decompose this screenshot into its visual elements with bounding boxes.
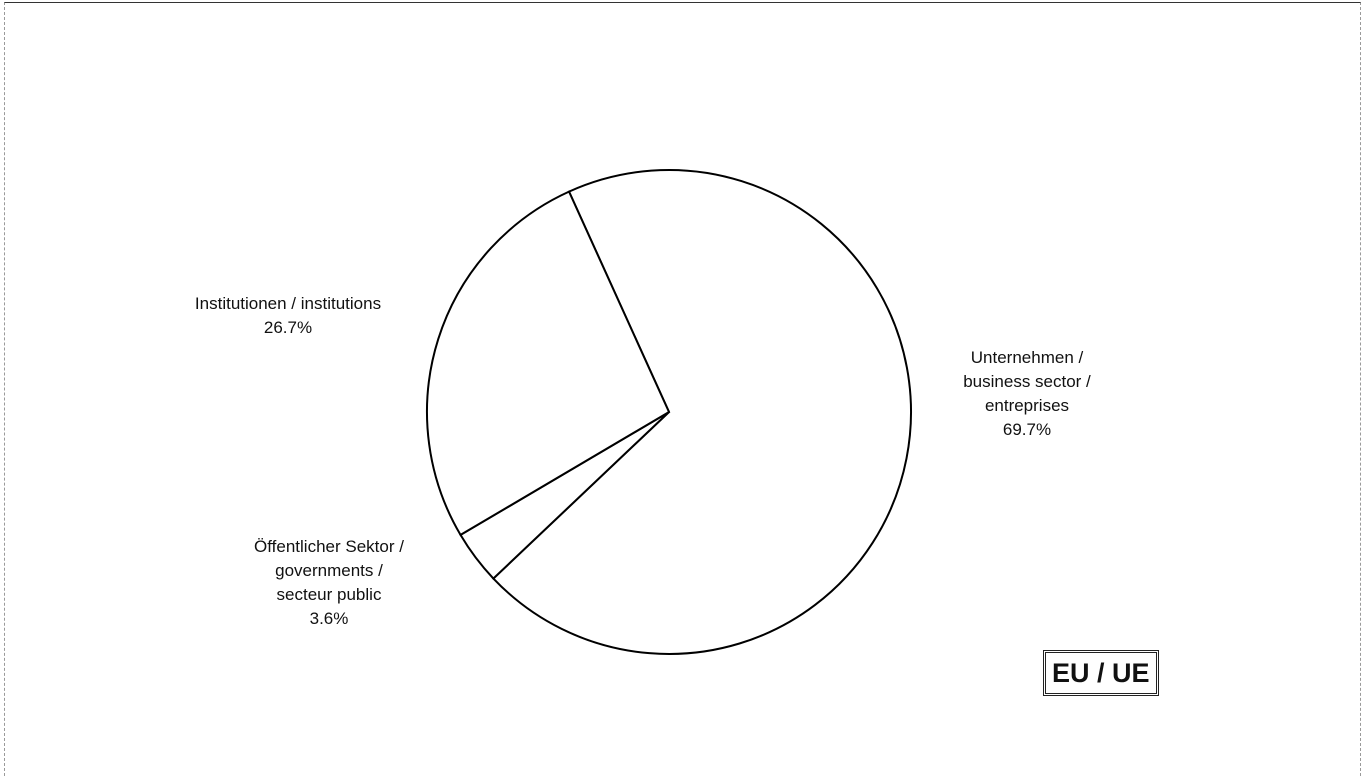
slice-label-public-sector: Öffentlicher Sektor / governments / sect…	[254, 535, 404, 631]
slice-label-business-line-1: Unternehmen /	[970, 348, 1084, 367]
slice-label-institutions: Institutionen / institutions 26.7%	[195, 292, 381, 340]
slice-value-public: 3.6%	[309, 609, 349, 628]
slice-label-business-line-3: entreprises	[984, 396, 1070, 415]
chart-frame	[4, 2, 1361, 776]
slice-label-public-line-2: governments /	[275, 561, 383, 580]
pie-slice-business-sector	[491, 168, 912, 655]
slice-value-business: 69.7%	[1002, 420, 1052, 439]
slice-label-institutions-line-1: Institutionen / institutions	[194, 294, 382, 313]
slice-value-institutions: 26.7%	[263, 318, 313, 337]
slice-label-business-line-2: business sector /	[963, 372, 1091, 391]
slice-label-public-line-3: secteur public	[276, 585, 382, 604]
slice-label-business-sector: Unternehmen / business sector / entrepri…	[963, 346, 1091, 442]
pie-slice-institutions	[426, 190, 671, 537]
region-badge: EU / UE	[1043, 650, 1159, 696]
slice-label-public-line-1: Öffentlicher Sektor /	[254, 537, 404, 556]
